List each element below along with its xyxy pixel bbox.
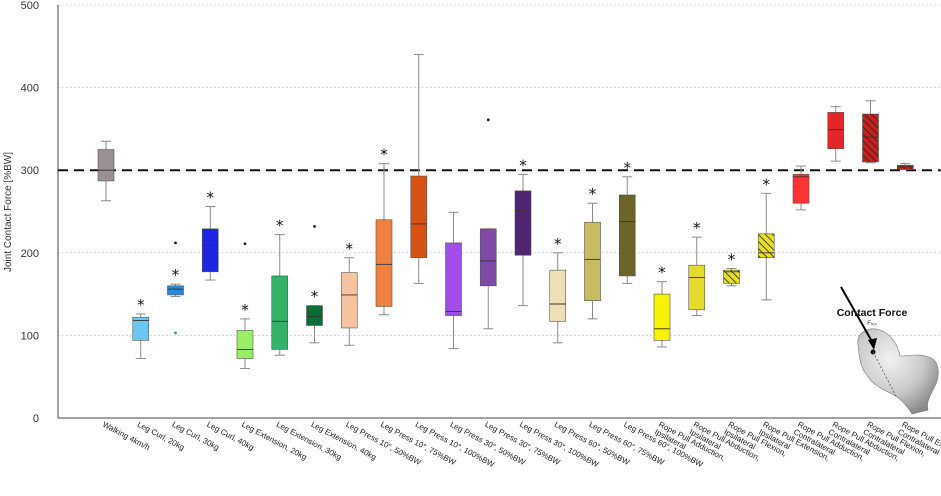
box-group: * xyxy=(271,217,289,356)
significance-star: * xyxy=(624,159,632,177)
box-group: * xyxy=(584,185,601,320)
box-group xyxy=(445,211,462,350)
significance-star: * xyxy=(207,189,215,207)
significance-star: * xyxy=(346,240,354,258)
box-iqr xyxy=(688,264,706,311)
significance-star: * xyxy=(589,185,597,203)
box-iqr xyxy=(167,285,184,296)
box-iqr xyxy=(757,233,775,259)
box-group: * xyxy=(653,264,671,348)
box-iqr xyxy=(827,112,845,150)
y-tick-labels: 0 100 200 300 400 500 xyxy=(21,0,39,425)
outlier-point xyxy=(486,118,490,122)
box-group: * xyxy=(306,224,323,344)
box-iqr xyxy=(132,316,150,341)
y-tick-label: 300 xyxy=(21,165,39,177)
box-iqr xyxy=(792,174,810,204)
significance-star: * xyxy=(728,250,736,268)
outlier-point xyxy=(174,241,177,245)
significance-star: * xyxy=(380,146,388,164)
y-axis-label: Joint Contact Force [%BW] xyxy=(3,152,14,272)
box-group xyxy=(410,54,428,284)
significance-star: * xyxy=(519,156,527,174)
box-group: * xyxy=(167,241,184,335)
significance-star: * xyxy=(137,296,145,314)
box-iqr xyxy=(653,293,671,341)
significance-star: * xyxy=(241,301,249,319)
annotation-title: Contact Force xyxy=(837,307,908,319)
femur-illustration xyxy=(840,286,939,415)
box-group xyxy=(896,163,914,170)
box-group: * xyxy=(723,250,740,287)
significance-star: * xyxy=(658,264,666,282)
box-group xyxy=(792,165,810,211)
box-group xyxy=(479,118,497,330)
femur-axis-line xyxy=(872,351,897,397)
y-tick-label: 0 xyxy=(33,413,39,425)
annotation-subtitle: Fᵣₑₛ xyxy=(867,321,877,327)
box-group: * xyxy=(757,175,775,301)
box-iqr xyxy=(479,228,497,287)
box-iqr xyxy=(340,272,358,329)
box-group: * xyxy=(340,240,358,346)
y-tick-label: 500 xyxy=(21,0,39,12)
outlier-point xyxy=(243,242,247,246)
significance-star: * xyxy=(763,175,771,193)
significance-star: * xyxy=(311,288,319,306)
box-iqr xyxy=(723,269,740,284)
box-iqr xyxy=(201,228,219,273)
box-iqr xyxy=(584,221,601,302)
boxes: * * * * * * * * * * * * * * * * xyxy=(97,54,914,369)
y-tick-label: 400 xyxy=(21,83,39,95)
box-iqr xyxy=(549,269,567,322)
box-group xyxy=(97,140,115,202)
box-group: * xyxy=(132,296,150,360)
box-group: * xyxy=(618,159,636,284)
box-group: * xyxy=(201,189,219,281)
outlier-point xyxy=(174,331,177,335)
axes xyxy=(57,5,941,419)
box-iqr xyxy=(618,194,636,277)
box-iqr xyxy=(97,149,115,182)
box-group: * xyxy=(236,242,254,369)
box-group xyxy=(827,106,845,162)
y-tick-label: 100 xyxy=(21,330,39,342)
significance-star: * xyxy=(276,217,284,235)
box-iqr xyxy=(410,175,428,259)
box-group xyxy=(862,100,879,164)
box-iqr xyxy=(271,275,289,350)
contact-force-arrow xyxy=(840,286,875,346)
significance-star: * xyxy=(172,266,180,284)
box-iqr xyxy=(375,219,393,307)
significance-star: * xyxy=(554,235,562,253)
box-iqr xyxy=(306,305,323,326)
y-tick-label: 200 xyxy=(21,248,39,260)
significance-star: * xyxy=(693,219,701,237)
box-iqr xyxy=(236,330,254,359)
outlier-point xyxy=(313,224,316,228)
box-group: * xyxy=(688,219,706,317)
box-group: * xyxy=(375,146,393,316)
femur-bone-shape xyxy=(857,328,939,415)
box-iqr xyxy=(862,113,879,163)
box-group: * xyxy=(514,156,532,307)
box-iqr xyxy=(514,190,532,256)
contact-force-arrowhead-icon xyxy=(868,338,877,350)
box-group: * xyxy=(549,235,567,344)
box-iqr xyxy=(445,242,462,316)
